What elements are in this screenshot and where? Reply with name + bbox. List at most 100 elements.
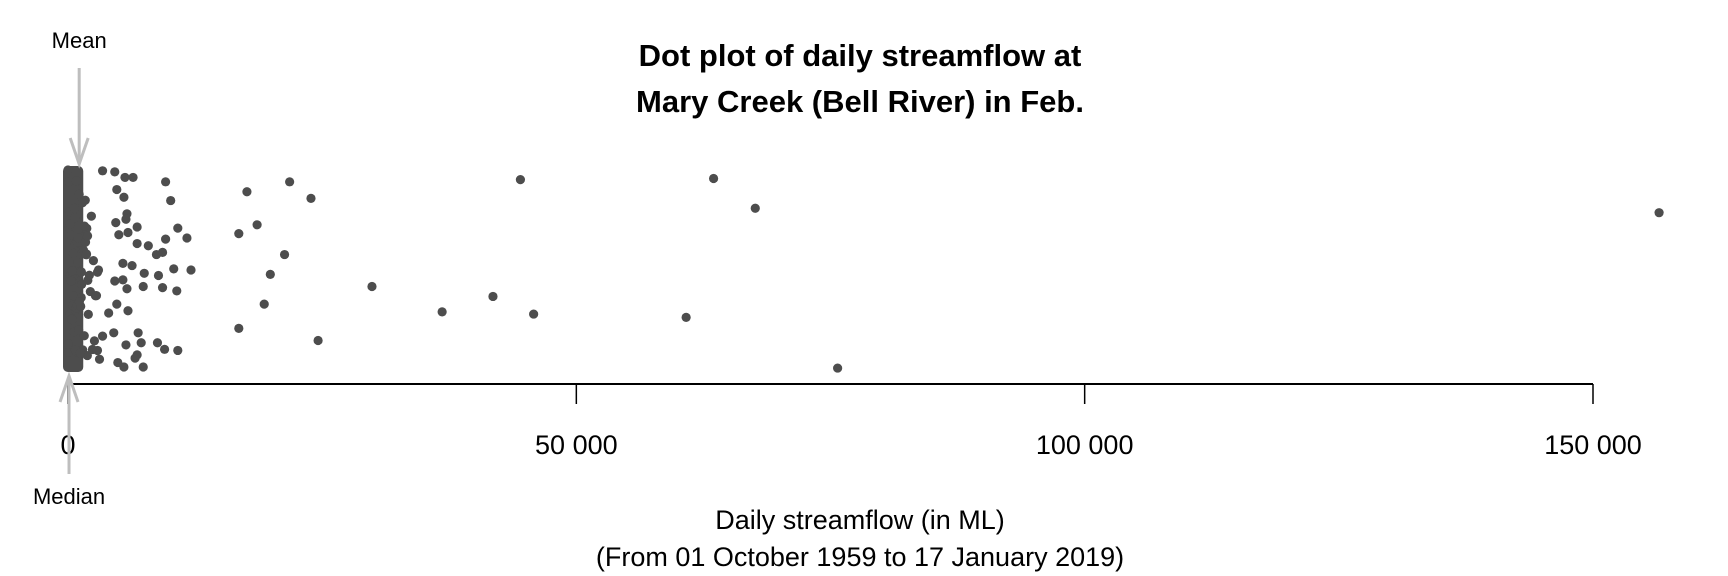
data-point [97, 331, 108, 341]
data-point [138, 281, 148, 292]
data-point [681, 312, 691, 322]
data-point [86, 211, 96, 221]
x-axis-subtitle: (From 01 October 1959 to 17 January 2019… [596, 542, 1124, 572]
data-point [73, 233, 84, 243]
data-point [306, 193, 316, 203]
x-tick-label: 50 000 [535, 430, 618, 460]
data-point [74, 325, 84, 335]
data-point [76, 267, 87, 277]
data-point [110, 167, 120, 177]
data-point [161, 234, 171, 244]
data-point [93, 265, 104, 275]
data-point [74, 189, 84, 199]
data-points [63, 165, 1664, 373]
data-point [159, 344, 170, 354]
x-tick-label: 150 000 [1544, 430, 1642, 460]
data-point [132, 238, 142, 249]
data-point [64, 177, 74, 187]
data-point [242, 187, 252, 197]
data-point [119, 192, 129, 202]
data-point [63, 165, 73, 175]
data-point [128, 172, 138, 183]
data-point [252, 220, 262, 230]
data-point [110, 276, 120, 286]
data-point [186, 265, 196, 275]
data-point [234, 323, 244, 333]
data-point [122, 284, 132, 294]
data-point [104, 308, 114, 318]
median-annotation: Median [33, 371, 105, 509]
data-point [161, 177, 171, 187]
data-point [73, 258, 83, 268]
data-point [69, 203, 79, 213]
data-point [91, 291, 102, 301]
data-point [83, 309, 93, 319]
data-point [313, 335, 323, 346]
data-point [112, 299, 122, 309]
data-point [234, 229, 244, 239]
data-point [285, 177, 295, 187]
data-point [65, 219, 75, 229]
data-point [138, 362, 148, 372]
data-point [66, 230, 76, 240]
chart-title-line-2: Mary Creek (Bell River) in Feb. [636, 84, 1084, 119]
data-point [68, 248, 78, 259]
data-point [166, 195, 176, 206]
data-point [67, 266, 77, 276]
data-point [750, 203, 760, 213]
median-arrow-icon [58, 371, 80, 474]
data-point [182, 233, 192, 243]
data-point [133, 328, 143, 338]
data-point [132, 222, 142, 232]
data-point [153, 270, 164, 281]
data-point [89, 336, 100, 346]
data-point [172, 286, 182, 296]
data-point [173, 345, 183, 356]
data-point [97, 166, 108, 176]
data-point [488, 291, 498, 302]
data-point [77, 198, 88, 208]
data-point [127, 260, 137, 271]
data-point [529, 309, 539, 319]
data-point [143, 241, 153, 251]
x-tick-label: 100 000 [1036, 430, 1134, 460]
x-axis-label: Daily streamflow (in ML) [715, 505, 1005, 535]
data-point [437, 307, 447, 317]
data-point [279, 249, 290, 260]
data-point [130, 353, 140, 363]
data-point [94, 354, 105, 364]
data-point [119, 362, 129, 372]
data-point [515, 175, 526, 185]
data-point [71, 176, 81, 186]
data-point [367, 281, 377, 292]
data-point [121, 340, 131, 350]
data-point [118, 258, 128, 268]
chart-title-line-1: Dot plot of daily streamflow at [639, 38, 1082, 73]
data-point [79, 221, 90, 231]
data-point [157, 283, 168, 293]
data-point [259, 299, 269, 309]
data-point [120, 172, 130, 183]
mean-label: Mean [52, 28, 107, 53]
data-point [112, 184, 122, 195]
data-point [833, 363, 843, 373]
data-point [136, 338, 146, 348]
data-point [123, 227, 133, 238]
data-point [157, 247, 168, 257]
data-point [66, 276, 76, 286]
data-point [68, 291, 79, 301]
data-point [173, 223, 183, 233]
data-point [114, 230, 124, 240]
data-point [75, 348, 86, 358]
mean-annotation: Mean [52, 28, 107, 169]
data-point [81, 249, 92, 259]
data-point [67, 314, 77, 325]
data-point [84, 270, 94, 280]
data-point [139, 268, 149, 278]
data-point [123, 306, 133, 316]
median-label: Median [33, 484, 105, 509]
data-point [152, 338, 163, 348]
data-point [87, 344, 97, 355]
